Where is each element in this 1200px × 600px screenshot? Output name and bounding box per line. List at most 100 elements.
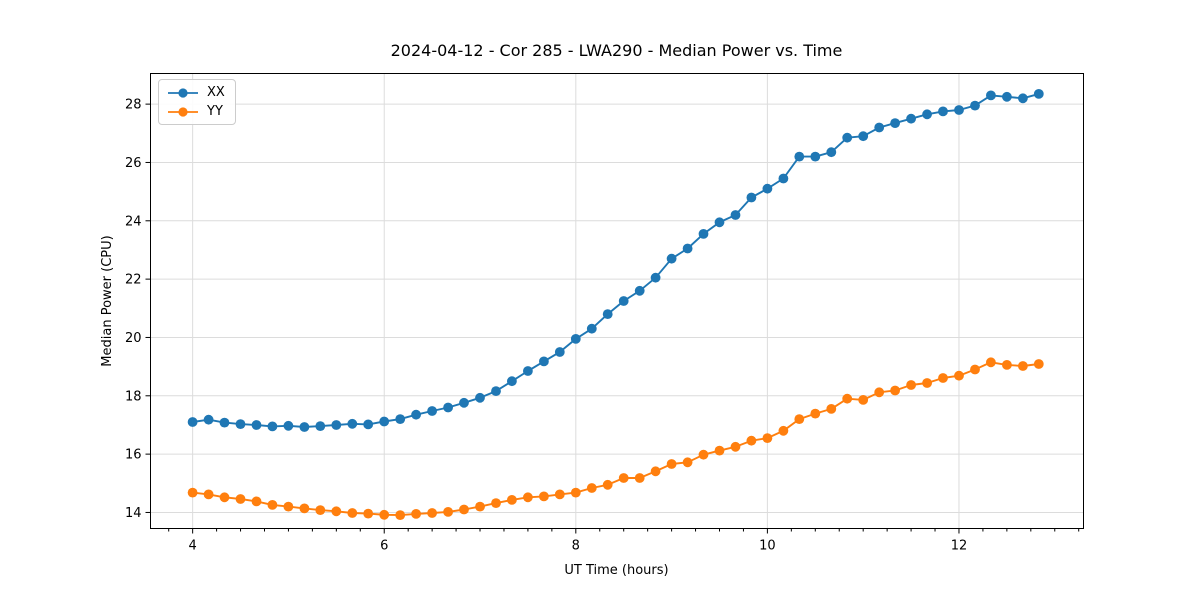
data-point: [363, 508, 374, 519]
data-point: [459, 397, 469, 408]
data-point: [475, 392, 485, 403]
data-point: [491, 498, 501, 508]
data-point: [922, 378, 932, 388]
data-point: [714, 445, 725, 456]
y-tick-label: 26: [125, 156, 142, 171]
data-point: [570, 487, 581, 498]
legend-item-yy: YY: [167, 104, 225, 119]
gridlines: [150, 73, 1084, 529]
data-point: [762, 183, 773, 194]
data-point: [858, 395, 869, 405]
data-point: [427, 406, 437, 416]
axis-ticks: [145, 103, 1080, 534]
data-point: [379, 416, 390, 427]
x-tick-label: 12: [951, 539, 968, 554]
data-point: [379, 509, 390, 520]
data-point: [331, 506, 342, 517]
data-point: [666, 459, 677, 469]
series-xx: [187, 89, 1044, 432]
data-point: [315, 505, 326, 515]
data-point: [618, 473, 629, 483]
y-tick-label: 18: [125, 389, 142, 404]
data-point: [1018, 361, 1028, 371]
data-point: [203, 414, 214, 425]
legend-sample-xx-line-marker: [168, 87, 198, 98]
legend-label-yy: YY: [207, 104, 223, 119]
axes-spines: [150, 73, 1084, 529]
chart-title: 2024-04-12 - Cor 285 - LWA290 - Median P…: [390, 41, 843, 60]
data-point: [235, 494, 246, 504]
data-point: [203, 489, 214, 500]
data-point: [698, 449, 709, 460]
data-point: [698, 229, 709, 239]
data-point: [778, 425, 789, 436]
data-point: [618, 296, 629, 306]
data-point: [251, 496, 262, 507]
data-point: [283, 420, 294, 431]
data-point: [554, 347, 565, 357]
data-point: [666, 253, 677, 264]
data-point: [602, 479, 613, 490]
data-point: [267, 421, 278, 432]
data-point: [554, 489, 565, 500]
legend: XX YY: [158, 79, 236, 125]
y-tick-label: 28: [125, 98, 142, 113]
data-point: [858, 131, 869, 142]
data-point: [954, 370, 964, 381]
data-point: [443, 507, 453, 517]
data-point: [347, 508, 358, 518]
data-point: [634, 473, 645, 483]
data-point: [842, 132, 853, 143]
data-point: [602, 309, 613, 319]
data-point: [539, 356, 549, 367]
data-point: [986, 357, 996, 368]
series-yy: [187, 357, 1044, 520]
legend-sample-yy-line-marker: [168, 106, 198, 117]
data-point: [363, 419, 374, 430]
data-point: [315, 421, 326, 431]
data-point: [938, 106, 948, 117]
y-tick-label: 22: [125, 273, 142, 288]
data-point: [347, 418, 358, 429]
data-point: [459, 504, 469, 515]
data-point: [970, 100, 980, 111]
data-point: [1002, 360, 1012, 370]
x-axis-label: UT Time (hours): [564, 563, 669, 578]
y-tick-label: 14: [125, 506, 142, 521]
data-point: [443, 402, 453, 413]
data-point: [1033, 89, 1044, 99]
x-tick-label: 4: [189, 539, 197, 554]
data-point: [746, 192, 757, 203]
data-point: [267, 500, 278, 510]
data-point: [890, 118, 900, 128]
data-point: [523, 366, 533, 376]
tick-labels: 4 6 8 10 12 14 16 18 20 22 24 26 28: [125, 98, 967, 554]
data-point: [778, 173, 789, 184]
data-point: [411, 409, 421, 420]
data-point: [954, 105, 964, 115]
data-point: [874, 122, 885, 133]
data-point: [986, 90, 996, 101]
data-point: [682, 457, 693, 468]
y-tick-label: 16: [125, 448, 142, 463]
data-point: [411, 509, 421, 519]
data-point: [634, 285, 645, 296]
data-point: [475, 501, 485, 512]
data-point: [395, 510, 406, 520]
data-point: [283, 501, 294, 512]
data-point: [427, 508, 437, 518]
data-point: [570, 334, 581, 344]
data-point: [650, 466, 661, 477]
data-point: [794, 414, 805, 424]
data-point: [1002, 91, 1012, 102]
data-point: [714, 217, 725, 228]
data-point: [331, 420, 342, 430]
data-point: [826, 404, 837, 414]
data-point: [491, 386, 501, 396]
data-point: [762, 433, 773, 443]
data-point: [507, 495, 517, 505]
data-point: [523, 492, 533, 503]
data-point: [746, 435, 757, 446]
legend-label-xx: XX: [207, 85, 225, 100]
